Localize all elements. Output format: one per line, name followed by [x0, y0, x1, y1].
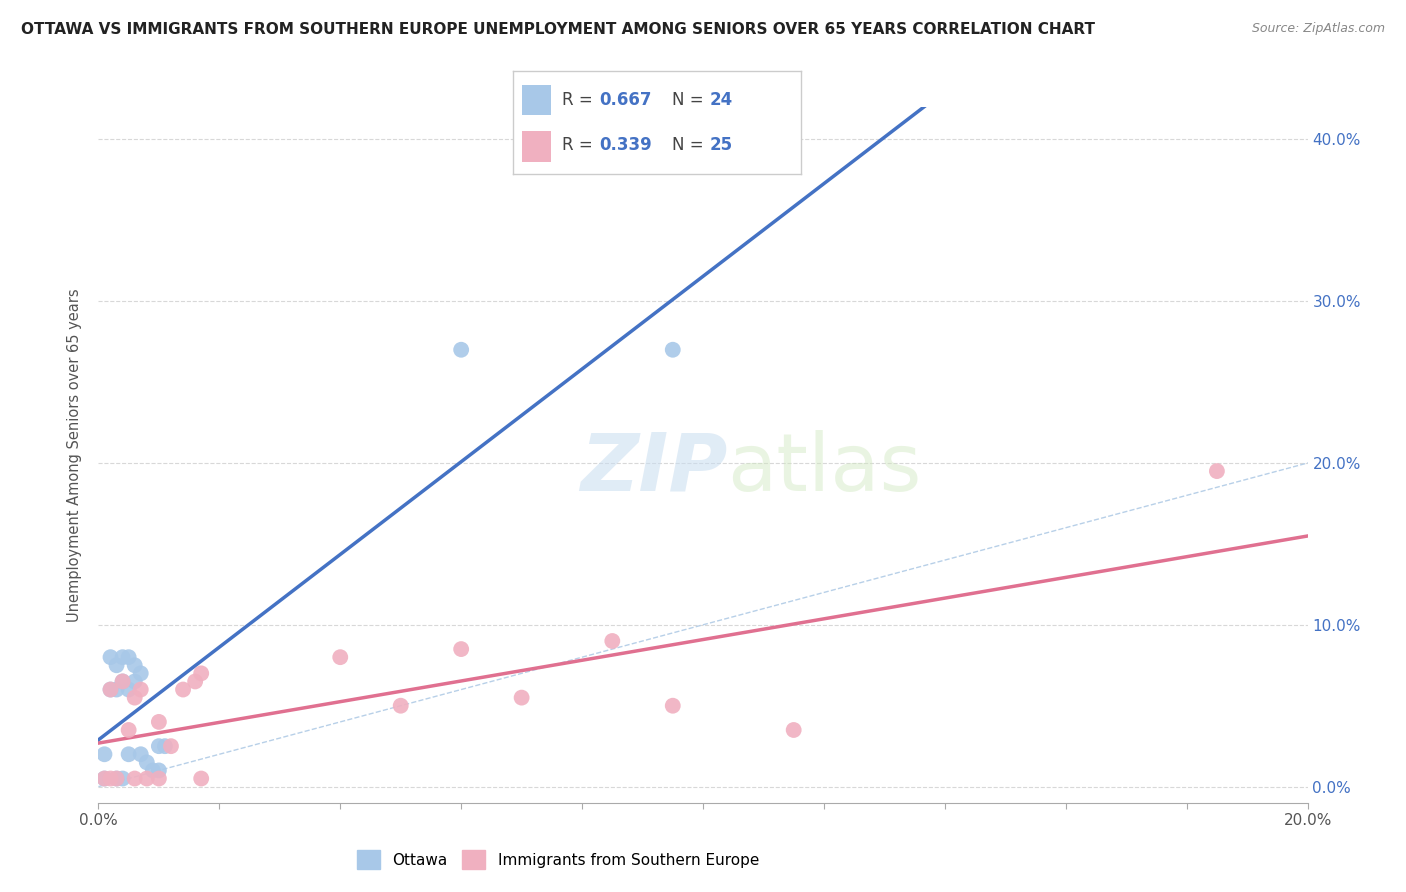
- Point: [111, 650, 134, 665]
- Point: [148, 764, 170, 778]
- Text: Source: ZipAtlas.com: Source: ZipAtlas.com: [1251, 22, 1385, 36]
- Point: [100, 772, 122, 786]
- Point: [93, 772, 115, 786]
- Point: [105, 772, 128, 786]
- Point: [118, 650, 141, 665]
- Point: [510, 690, 533, 705]
- Point: [93, 747, 115, 762]
- Point: [111, 772, 134, 786]
- Point: [105, 682, 128, 697]
- Point: [160, 739, 183, 754]
- Point: [100, 650, 122, 665]
- Point: [450, 642, 472, 657]
- Point: [602, 634, 624, 648]
- Point: [142, 764, 165, 778]
- Point: [148, 739, 170, 754]
- FancyBboxPatch shape: [522, 131, 551, 161]
- Point: [105, 658, 128, 673]
- Text: 25: 25: [709, 136, 733, 154]
- Text: R =: R =: [562, 136, 598, 154]
- Text: ZIP: ZIP: [579, 430, 727, 508]
- Point: [148, 714, 170, 729]
- Point: [93, 772, 115, 786]
- Point: [450, 343, 472, 357]
- Point: [389, 698, 412, 713]
- Point: [184, 674, 207, 689]
- Point: [100, 682, 122, 697]
- Y-axis label: Unemployment Among Seniors over 65 years: Unemployment Among Seniors over 65 years: [67, 288, 83, 622]
- Point: [329, 650, 352, 665]
- Point: [783, 723, 806, 737]
- Text: OTTAWA VS IMMIGRANTS FROM SOUTHERN EUROPE UNEMPLOYMENT AMONG SENIORS OVER 65 YEA: OTTAWA VS IMMIGRANTS FROM SOUTHERN EUROP…: [21, 22, 1095, 37]
- Point: [662, 343, 685, 357]
- Text: 0.667: 0.667: [599, 91, 652, 109]
- Point: [1206, 464, 1229, 478]
- Text: R =: R =: [562, 91, 598, 109]
- Point: [111, 674, 134, 689]
- Point: [190, 666, 212, 681]
- Text: atlas: atlas: [727, 430, 921, 508]
- Point: [153, 739, 176, 754]
- Point: [124, 658, 146, 673]
- Point: [124, 772, 146, 786]
- Point: [100, 682, 122, 697]
- Point: [124, 690, 146, 705]
- Point: [190, 772, 212, 786]
- Text: 0.339: 0.339: [599, 136, 652, 154]
- Point: [129, 666, 152, 681]
- Point: [662, 698, 685, 713]
- Point: [148, 772, 170, 786]
- Point: [172, 682, 194, 697]
- FancyBboxPatch shape: [522, 85, 551, 115]
- Point: [129, 682, 152, 697]
- Point: [135, 756, 157, 770]
- Text: N =: N =: [672, 136, 709, 154]
- Point: [118, 723, 141, 737]
- Legend: Ottawa, Immigrants from Southern Europe: Ottawa, Immigrants from Southern Europe: [350, 845, 765, 875]
- Point: [124, 674, 146, 689]
- Point: [118, 682, 141, 697]
- Point: [105, 772, 128, 786]
- Point: [129, 747, 152, 762]
- Text: N =: N =: [672, 91, 709, 109]
- Point: [118, 747, 141, 762]
- Point: [135, 772, 157, 786]
- Text: 24: 24: [709, 91, 733, 109]
- Point: [111, 674, 134, 689]
